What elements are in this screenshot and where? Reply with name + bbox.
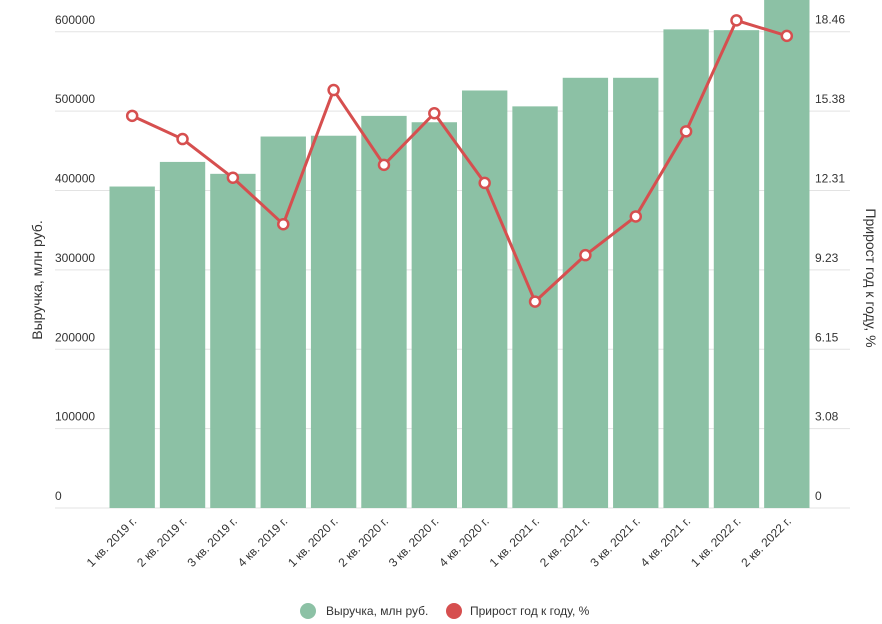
growth-series-line — [131, 18, 788, 304]
right-tick-label: 9.23 — [815, 251, 839, 265]
left-tick-label: 600000 — [55, 13, 95, 27]
growth-point[interactable] — [579, 248, 592, 262]
right-tick-label: 18.46 — [815, 13, 845, 27]
legend-item-growth[interactable]: Прирост год к году, % — [446, 603, 590, 619]
right-tick-label: 12.31 — [815, 171, 845, 185]
x-tick-label: 3 кв. 2019 г. — [184, 514, 240, 570]
bar-revenue[interactable] — [764, 0, 810, 508]
bar-revenue[interactable] — [210, 173, 256, 509]
right-tick-label: 15.38 — [815, 92, 845, 106]
right-axis-title: Прирост год к году, % — [863, 208, 879, 347]
x-tick-label: 3 кв. 2020 г. — [386, 514, 442, 570]
bar-revenue[interactable] — [713, 30, 760, 508]
left-axis-ticks: 0 100000 200000 300000 400000 500000 600000 — [55, 13, 95, 503]
x-tick-label: 4 кв. 2021 г. — [638, 514, 694, 570]
growth-point[interactable] — [528, 295, 542, 308]
bar-revenue[interactable] — [663, 29, 709, 509]
right-axis-ticks: 0 3.08 6.15 9.23 12.31 15.38 18.46 — [815, 13, 845, 503]
growth-line — [125, 14, 794, 308]
bar-revenue[interactable] — [109, 186, 155, 508]
x-tick-label: 2 кв. 2019 г. — [134, 514, 190, 570]
bar-revenue[interactable] — [310, 135, 357, 508]
legend-label-growth: Прирост год к году, % — [470, 604, 590, 618]
legend-swatch-revenue — [300, 603, 316, 619]
left-tick-label: 0 — [55, 489, 62, 503]
growth-point[interactable] — [679, 125, 693, 138]
x-tick-label: 1 кв. 2020 г. — [285, 514, 341, 570]
legend-swatch-growth — [446, 603, 462, 619]
left-axis-title: Выручка, млн руб. — [29, 220, 45, 339]
legend: Выручка, млн руб. Прирост год к году, % — [300, 603, 590, 619]
x-axis-ticks: 1 кв. 2019 г.2 кв. 2019 г.3 кв. 2019 г.4… — [84, 514, 794, 570]
growth-point[interactable] — [780, 29, 794, 43]
growth-point[interactable] — [125, 109, 139, 123]
growth-point[interactable] — [428, 107, 441, 120]
revenue-bars — [109, 0, 810, 509]
growth-point[interactable] — [226, 171, 240, 185]
left-tick-label: 300000 — [55, 251, 95, 265]
growth-point[interactable] — [478, 176, 491, 190]
x-tick-label: 1 кв. 2022 г. — [688, 514, 744, 570]
bar-revenue[interactable] — [260, 136, 306, 508]
growth-point[interactable] — [377, 158, 391, 172]
x-tick-label: 2 кв. 2020 г. — [336, 514, 392, 570]
x-tick-label: 4 кв. 2020 г. — [436, 514, 492, 570]
growth-point[interactable] — [277, 217, 290, 231]
growth-point[interactable] — [730, 14, 743, 27]
right-tick-label: 0 — [815, 489, 822, 503]
right-tick-label: 3.08 — [815, 410, 839, 424]
x-tick-label: 1 кв. 2021 г. — [487, 514, 543, 570]
bar-revenue[interactable] — [411, 122, 457, 509]
growth-point[interactable] — [629, 210, 642, 223]
left-tick-label: 500000 — [55, 92, 95, 106]
right-tick-label: 6.15 — [815, 330, 839, 344]
x-tick-label: 4 кв. 2019 г. — [235, 514, 291, 570]
legend-label-revenue: Выручка, млн руб. — [326, 604, 428, 618]
growth-point[interactable] — [176, 132, 189, 146]
left-tick-label: 400000 — [55, 172, 95, 186]
bar-revenue[interactable] — [159, 161, 206, 509]
bar-revenue[interactable] — [462, 90, 508, 509]
x-tick-label: 1 кв. 2019 г. — [84, 514, 140, 570]
bar-revenue[interactable] — [562, 77, 609, 508]
x-tick-label: 3 кв. 2021 г. — [587, 514, 643, 570]
left-tick-label: 200000 — [55, 330, 95, 344]
growth-point[interactable] — [327, 83, 340, 97]
x-tick-label: 2 кв. 2021 г. — [537, 514, 593, 570]
legend-item-revenue[interactable]: Выручка, млн руб. — [300, 603, 428, 619]
bar-revenue[interactable] — [361, 115, 407, 508]
left-tick-label: 100000 — [55, 410, 95, 424]
bar-revenue[interactable] — [613, 77, 659, 508]
x-tick-label: 2 кв. 2022 г. — [738, 514, 794, 570]
